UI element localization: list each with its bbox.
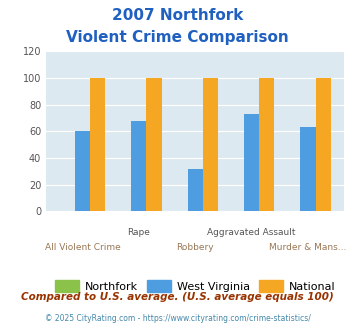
Text: All Violent Crime: All Violent Crime [45,243,120,252]
Text: Robbery: Robbery [176,243,214,252]
Bar [259,78,274,211]
Legend: Northfork, West Virginia, National: Northfork, West Virginia, National [50,276,340,296]
Text: Compared to U.S. average. (U.S. average equals 100): Compared to U.S. average. (U.S. average … [21,292,334,302]
Bar [244,114,259,211]
Bar [131,120,147,211]
Bar [188,169,203,211]
Text: 2007 Northfork: 2007 Northfork [112,8,243,23]
Bar [316,78,331,211]
Bar [90,78,105,211]
Bar [203,78,218,211]
Text: Rape: Rape [127,228,150,237]
Bar [147,78,162,211]
Text: Aggravated Assault: Aggravated Assault [207,228,296,237]
Text: Murder & Mans...: Murder & Mans... [269,243,346,252]
Bar [75,131,90,211]
Text: Violent Crime Comparison: Violent Crime Comparison [66,30,289,45]
Bar [300,127,316,211]
Text: © 2025 CityRating.com - https://www.cityrating.com/crime-statistics/: © 2025 CityRating.com - https://www.city… [45,314,310,323]
